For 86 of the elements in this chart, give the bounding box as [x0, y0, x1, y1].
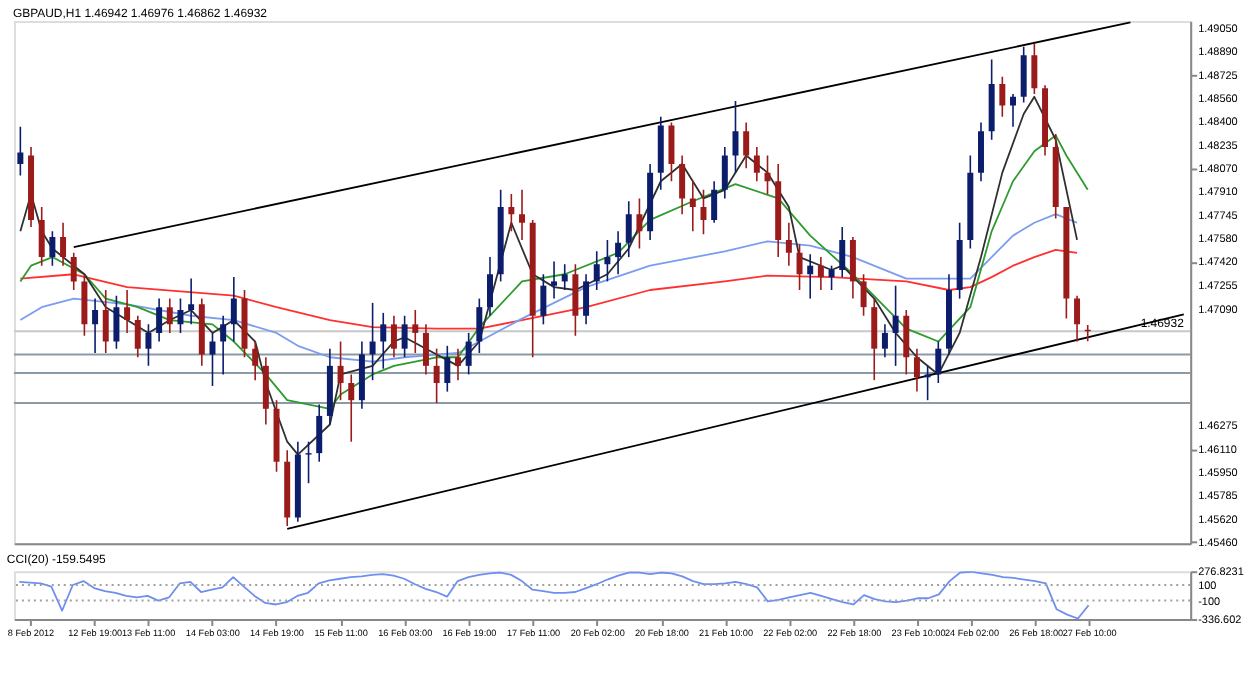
candlestick [220, 314, 227, 376]
candlestick [444, 345, 451, 393]
candlestick [422, 323, 429, 376]
candlestick [807, 253, 814, 300]
candlestick [305, 440, 312, 484]
candlestick [1010, 93, 1016, 128]
candlestick [828, 264, 835, 291]
candlestick [209, 332, 216, 387]
candlestick [711, 180, 718, 224]
candlestick [700, 189, 707, 235]
candlestick [113, 294, 120, 350]
candlestick [924, 365, 931, 401]
candlestick [81, 273, 88, 337]
candlestick [177, 297, 184, 334]
candlestick [625, 200, 632, 258]
candlestick [401, 314, 408, 359]
candlestick [764, 154, 771, 195]
candlestick [358, 340, 365, 410]
candlestick [92, 297, 99, 354]
candlestick [156, 297, 163, 343]
candlestick [433, 347, 440, 404]
candlestick [871, 297, 878, 381]
candlestick [476, 297, 483, 354]
candlestick [124, 289, 131, 334]
candlestick [49, 230, 56, 267]
candlestick [999, 75, 1006, 118]
candlestick [134, 314, 141, 359]
candlestick [892, 284, 899, 367]
candlestick [1074, 294, 1081, 343]
candlestick [593, 250, 600, 291]
candlestick [1031, 43, 1038, 95]
candlestick [252, 340, 259, 381]
candlestick [913, 347, 920, 393]
candlestick [668, 121, 675, 183]
candlestick [849, 236, 856, 300]
candlestick [817, 256, 824, 291]
candlestick [839, 226, 846, 278]
candlestick [1020, 45, 1027, 104]
candlestick [166, 297, 173, 334]
candlestick [348, 373, 355, 443]
line-series [19, 95, 1078, 456]
candlestick [988, 58, 995, 141]
candlestick [583, 273, 590, 326]
candlestick [369, 302, 376, 381]
candlestick [454, 347, 461, 381]
candlestick [978, 121, 984, 183]
candlestick [465, 332, 472, 376]
candlestick [572, 263, 579, 337]
line-series [19, 213, 1078, 363]
candlestick [657, 116, 664, 191]
candlestick [60, 221, 67, 267]
candlestick [721, 146, 728, 200]
candlestick [508, 193, 515, 233]
candlestick [785, 221, 792, 267]
candlestick [561, 263, 568, 291]
candlestick [860, 273, 867, 317]
candlestick [145, 323, 152, 367]
candlestick [881, 323, 888, 359]
candlestick [380, 312, 387, 370]
candlestick [540, 273, 547, 326]
candlestick [390, 314, 397, 359]
candlestick [679, 154, 686, 215]
line-series [19, 134, 1089, 410]
candlestick [636, 197, 643, 250]
candlestick [337, 340, 344, 401]
line-series [18, 571, 1090, 620]
candlestick [412, 309, 419, 354]
candlestick [689, 180, 696, 233]
candlestick [102, 289, 109, 354]
candlestick [230, 276, 237, 343]
candlestick [551, 260, 558, 300]
candlestick [188, 277, 195, 326]
candlestick [796, 243, 803, 291]
candlestick [316, 403, 323, 463]
candlestick [615, 230, 622, 276]
candlestick [17, 126, 24, 177]
candlestick [604, 239, 611, 283]
candlestick [487, 256, 493, 317]
candlestick [935, 340, 942, 384]
candlestick [519, 189, 526, 241]
candlestick [903, 309, 910, 376]
candlestick [262, 356, 269, 426]
candlestick [753, 146, 760, 183]
candlestick [70, 251, 77, 291]
candlestick [743, 121, 750, 170]
candlestick [38, 206, 45, 267]
